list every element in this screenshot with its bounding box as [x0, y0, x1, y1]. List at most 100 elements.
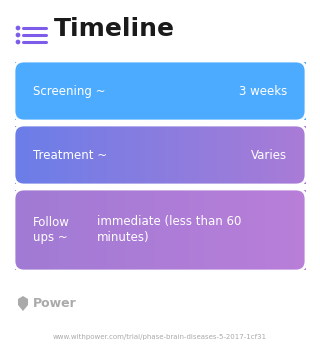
Bar [189, 126, 194, 184]
Bar [83, 126, 88, 184]
Bar [146, 190, 151, 270]
Bar [165, 62, 170, 120]
Bar [92, 126, 98, 184]
Bar [15, 190, 20, 270]
Bar [155, 62, 161, 120]
Text: Timeline: Timeline [54, 17, 175, 41]
Bar [233, 190, 238, 270]
FancyBboxPatch shape [15, 126, 305, 184]
Text: Treatment ~: Treatment ~ [33, 149, 107, 161]
Bar [107, 62, 112, 120]
Bar [286, 190, 291, 270]
Bar [291, 62, 296, 120]
Bar [49, 126, 54, 184]
Bar [49, 190, 54, 270]
Bar [54, 62, 59, 120]
Bar [189, 62, 194, 120]
Bar [208, 126, 214, 184]
Bar [25, 126, 30, 184]
Bar [276, 190, 281, 270]
Bar [252, 126, 257, 184]
Bar [170, 126, 175, 184]
Bar [233, 126, 238, 184]
Bar [300, 126, 306, 184]
Bar [242, 62, 247, 120]
Bar [44, 190, 49, 270]
Bar [116, 62, 122, 120]
Bar [97, 190, 102, 270]
Bar [49, 62, 54, 120]
Bar [218, 126, 223, 184]
Text: www.withpower.com/trial/phase-brain-diseases-5-2017-1cf31: www.withpower.com/trial/phase-brain-dise… [53, 334, 267, 340]
Bar [286, 62, 291, 120]
Circle shape [16, 33, 20, 37]
Bar [20, 62, 25, 120]
Bar [174, 126, 180, 184]
FancyBboxPatch shape [15, 190, 305, 270]
Bar [44, 126, 49, 184]
Bar [68, 126, 74, 184]
Bar [63, 190, 69, 270]
Bar [131, 190, 136, 270]
Bar [73, 126, 78, 184]
Bar [141, 126, 146, 184]
Bar [54, 126, 59, 184]
Bar [174, 62, 180, 120]
Polygon shape [18, 296, 28, 311]
Bar [121, 190, 127, 270]
Bar [78, 190, 83, 270]
Text: Power: Power [33, 297, 77, 310]
Bar [39, 190, 44, 270]
Bar [204, 62, 209, 120]
Bar [261, 62, 267, 120]
Text: immediate (less than 60
minutes): immediate (less than 60 minutes) [97, 215, 241, 245]
Bar [223, 190, 228, 270]
Bar [257, 62, 262, 120]
Bar [155, 190, 161, 270]
Bar [102, 62, 107, 120]
Bar [34, 62, 40, 120]
Bar [87, 62, 93, 120]
Bar [29, 190, 35, 270]
Bar [300, 190, 306, 270]
Bar [223, 62, 228, 120]
Circle shape [16, 40, 20, 44]
Text: 3 weeks: 3 weeks [239, 85, 287, 98]
Bar [87, 190, 93, 270]
Bar [121, 62, 127, 120]
Bar [179, 190, 185, 270]
Bar [179, 62, 185, 120]
Bar [29, 62, 35, 120]
Bar [54, 190, 59, 270]
Bar [112, 190, 117, 270]
Bar [146, 126, 151, 184]
Bar [281, 190, 286, 270]
Bar [199, 62, 204, 120]
Bar [78, 126, 83, 184]
Bar [59, 126, 64, 184]
Bar [20, 190, 25, 270]
Bar [136, 62, 141, 120]
Bar [170, 190, 175, 270]
Bar [247, 62, 252, 120]
Bar [266, 190, 272, 270]
Bar [150, 126, 156, 184]
Bar [237, 62, 243, 120]
Text: Varies: Varies [251, 149, 287, 161]
Bar [87, 126, 93, 184]
Bar [20, 126, 25, 184]
Bar [102, 190, 107, 270]
Bar [286, 126, 291, 184]
Bar [59, 62, 64, 120]
Bar [131, 62, 136, 120]
Bar [252, 190, 257, 270]
Bar [131, 126, 136, 184]
Bar [107, 126, 112, 184]
Bar [194, 126, 199, 184]
Bar [281, 126, 286, 184]
Bar [160, 190, 165, 270]
Bar [68, 62, 74, 120]
Bar [179, 126, 185, 184]
Bar [276, 126, 281, 184]
Bar [25, 62, 30, 120]
